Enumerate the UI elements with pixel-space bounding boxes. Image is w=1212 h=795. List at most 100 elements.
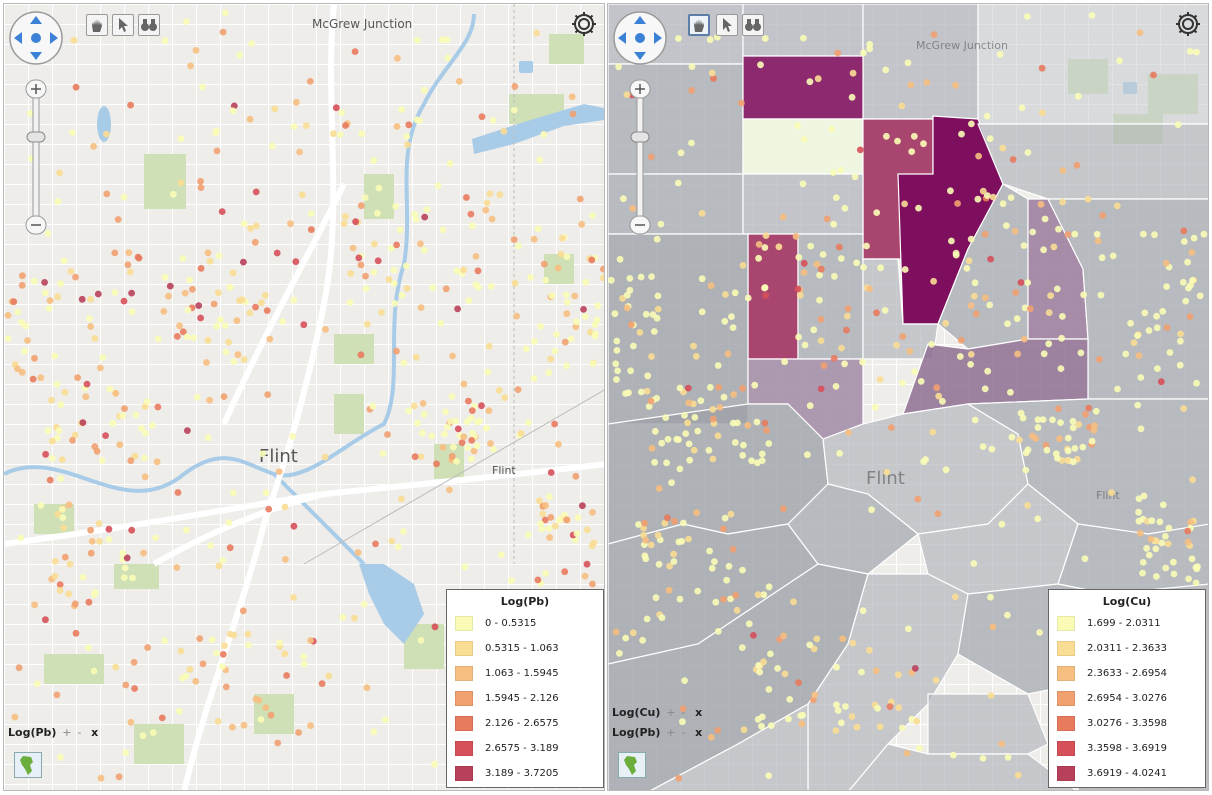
sample-point[interactable]: [161, 637, 169, 645]
sample-point[interactable]: [1024, 502, 1031, 509]
layer-raise-button[interactable]: +: [62, 726, 72, 739]
sample-point[interactable]: [833, 701, 840, 709]
sample-point[interactable]: [253, 222, 260, 230]
sample-point[interactable]: [290, 296, 298, 304]
sample-point[interactable]: [339, 613, 347, 621]
sample-point[interactable]: [694, 427, 702, 435]
sample-point[interactable]: [1196, 292, 1204, 300]
sample-point[interactable]: [712, 598, 720, 606]
sample-point[interactable]: [1082, 410, 1089, 418]
sample-point[interactable]: [1053, 285, 1061, 293]
sample-point[interactable]: [469, 429, 476, 437]
sample-point[interactable]: [410, 402, 418, 410]
sample-point[interactable]: [998, 740, 1006, 748]
sample-point[interactable]: [65, 501, 73, 509]
sample-point[interactable]: [1075, 421, 1083, 428]
sample-point[interactable]: [515, 242, 522, 250]
sample-point[interactable]: [54, 198, 62, 205]
sample-point[interactable]: [431, 623, 439, 631]
sample-point[interactable]: [923, 79, 931, 86]
layer-raise-button[interactable]: +: [666, 706, 676, 719]
sample-point[interactable]: [1153, 324, 1161, 332]
sample-point[interactable]: [449, 352, 456, 360]
sample-point[interactable]: [1069, 458, 1077, 466]
sample-point[interactable]: [540, 260, 548, 268]
sample-point[interactable]: [103, 130, 110, 138]
sample-point[interactable]: [623, 304, 631, 312]
sample-point[interactable]: [160, 308, 168, 315]
sample-point[interactable]: [203, 359, 210, 366]
sample-point[interactable]: [24, 337, 31, 344]
sample-point[interactable]: [817, 337, 825, 344]
sample-point[interactable]: [18, 368, 26, 376]
sample-point[interactable]: [568, 93, 576, 101]
sample-point[interactable]: [592, 330, 599, 338]
sample-point[interactable]: [914, 495, 922, 503]
sample-point[interactable]: [760, 591, 768, 599]
sample-point[interactable]: [214, 289, 222, 297]
sample-point[interactable]: [1193, 379, 1200, 387]
sample-point[interactable]: [130, 658, 138, 666]
sample-point[interactable]: [676, 384, 684, 392]
sample-point[interactable]: [268, 142, 276, 150]
sample-point[interactable]: [860, 49, 867, 57]
sample-point[interactable]: [1007, 388, 1014, 396]
sample-point[interactable]: [974, 195, 982, 203]
sample-point[interactable]: [14, 308, 22, 316]
sample-point[interactable]: [476, 417, 483, 425]
sample-point[interactable]: [46, 297, 54, 304]
sample-point[interactable]: [1174, 121, 1182, 129]
sample-point[interactable]: [642, 536, 649, 544]
sample-point[interactable]: [135, 254, 143, 262]
sample-point[interactable]: [581, 572, 589, 580]
sample-point[interactable]: [111, 289, 119, 296]
sample-point[interactable]: [675, 774, 683, 782]
sample-point[interactable]: [774, 665, 781, 672]
sample-point[interactable]: [240, 356, 248, 363]
sample-point[interactable]: [1145, 327, 1153, 334]
sample-point[interactable]: [217, 316, 224, 324]
sample-point[interactable]: [429, 284, 437, 292]
sample-point[interactable]: [74, 374, 81, 381]
sample-point[interactable]: [446, 486, 453, 494]
sample-point[interactable]: [483, 424, 490, 432]
sample-point[interactable]: [542, 276, 550, 284]
sample-point[interactable]: [648, 273, 655, 280]
sample-point[interactable]: [158, 714, 166, 722]
sample-point[interactable]: [230, 358, 238, 365]
sample-point[interactable]: [756, 668, 764, 676]
sample-point[interactable]: [611, 310, 619, 318]
sample-point[interactable]: [1200, 230, 1208, 238]
sample-point[interactable]: [613, 376, 620, 383]
sample-point[interactable]: [928, 341, 935, 348]
sample-point[interactable]: [441, 430, 448, 438]
sample-point[interactable]: [754, 716, 762, 723]
sample-point[interactable]: [261, 292, 269, 299]
sample-points-lead[interactable]: [4, 9, 605, 782]
sample-point[interactable]: [177, 135, 185, 143]
sample-point[interactable]: [629, 629, 637, 637]
sample-point[interactable]: [486, 190, 494, 198]
sample-point[interactable]: [219, 663, 226, 670]
sample-point[interactable]: [817, 265, 825, 273]
sample-point[interactable]: [1081, 555, 1089, 563]
sample-point[interactable]: [557, 250, 565, 258]
sample-point[interactable]: [651, 458, 658, 466]
sample-point[interactable]: [468, 407, 476, 414]
sample-point[interactable]: [981, 230, 989, 238]
sample-point[interactable]: [755, 662, 762, 669]
sample-point[interactable]: [300, 321, 308, 329]
sample-point[interactable]: [1017, 279, 1025, 286]
sample-point[interactable]: [177, 647, 185, 655]
sample-point[interactable]: [450, 443, 457, 451]
sample-point[interactable]: [431, 760, 438, 768]
sample-point[interactable]: [813, 260, 821, 268]
sample-point[interactable]: [589, 509, 596, 516]
sample-point[interactable]: [987, 255, 994, 263]
sample-point[interactable]: [342, 213, 349, 221]
sample-point[interactable]: [882, 66, 890, 74]
sample-point[interactable]: [898, 102, 906, 110]
sample-point[interactable]: [530, 375, 538, 382]
sample-point[interactable]: [932, 676, 940, 684]
sample-point[interactable]: [138, 424, 145, 432]
